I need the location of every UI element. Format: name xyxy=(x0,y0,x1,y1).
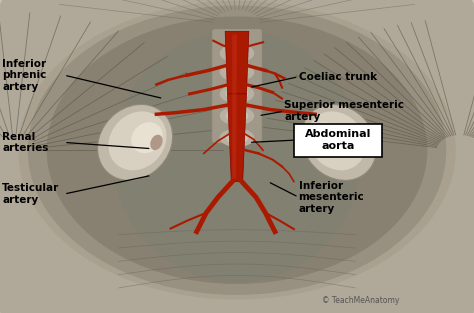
Ellipse shape xyxy=(220,107,254,124)
Ellipse shape xyxy=(227,48,247,59)
Polygon shape xyxy=(228,94,246,182)
Ellipse shape xyxy=(220,85,254,103)
Ellipse shape xyxy=(47,17,427,283)
Ellipse shape xyxy=(308,111,365,170)
Text: © TeachMeAnatomy: © TeachMeAnatomy xyxy=(322,296,400,305)
Polygon shape xyxy=(225,31,249,94)
Ellipse shape xyxy=(114,31,360,282)
Text: Inferior
phrenic
artery: Inferior phrenic artery xyxy=(2,59,47,92)
Text: Inferior
mesenteric
artery: Inferior mesenteric artery xyxy=(299,181,365,214)
Ellipse shape xyxy=(311,135,324,150)
Ellipse shape xyxy=(98,105,173,180)
Ellipse shape xyxy=(220,45,254,62)
Ellipse shape xyxy=(227,132,247,143)
Ellipse shape xyxy=(220,63,254,80)
Text: Coeliac trunk: Coeliac trunk xyxy=(299,72,377,82)
Ellipse shape xyxy=(109,111,166,170)
Text: Superior mesenteric
artery: Superior mesenteric artery xyxy=(284,100,404,122)
Ellipse shape xyxy=(227,67,247,77)
Ellipse shape xyxy=(19,2,455,299)
Polygon shape xyxy=(232,34,237,178)
Ellipse shape xyxy=(150,135,163,150)
Ellipse shape xyxy=(311,122,343,153)
Text: Renal
arteries: Renal arteries xyxy=(2,131,49,153)
Ellipse shape xyxy=(301,105,376,180)
Text: Testicular
artery: Testicular artery xyxy=(2,183,60,205)
FancyBboxPatch shape xyxy=(212,29,262,143)
FancyBboxPatch shape xyxy=(294,124,382,156)
Text: Abdominal
aorta: Abdominal aorta xyxy=(304,129,371,151)
Ellipse shape xyxy=(28,6,446,294)
Ellipse shape xyxy=(220,129,254,146)
Ellipse shape xyxy=(131,122,163,153)
Ellipse shape xyxy=(227,110,247,121)
Ellipse shape xyxy=(227,89,247,100)
